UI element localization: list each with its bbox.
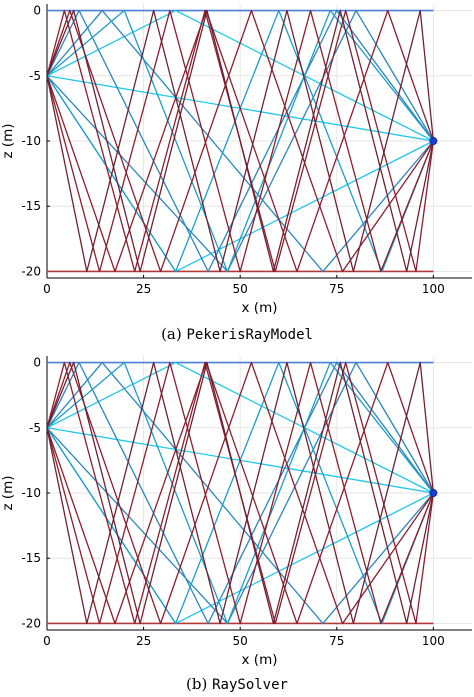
receiver-marker [429,137,438,145]
x-tick-label: 100 [422,282,445,296]
x-tick-label: 50 [233,634,248,648]
ray-path-10 [47,9,434,273]
ray-path-5 [47,9,434,273]
ray-path-10 [47,361,434,625]
rays-group [47,9,435,273]
ray-path-8 [47,361,434,625]
y-tick-label: -5 [29,421,41,435]
ray-path-13 [47,9,435,273]
y-axis-label: z (m) [0,475,16,510]
caption-a-tag: (a) [161,325,182,343]
x-tick-label: 25 [136,634,151,648]
rays-group [47,361,435,625]
x-tick-label: 75 [329,634,344,648]
y-tick-label: -10 [21,486,41,500]
ray-path-14 [47,361,435,625]
ray-path-9 [47,361,434,625]
y-tick-label: -15 [21,551,41,565]
caption-a-name: PekerisRayModel [186,327,313,343]
panel-a: 0 25 50 75 100 0 -5 -10 -15 -20 x (m) z (m) (a) Pek… [0,4,474,343]
ray-path-7 [47,361,434,625]
ray-path-12 [47,361,434,625]
ray-path-12 [47,9,434,273]
y-axis-label: z (m) [0,123,16,158]
x-tick-label: 75 [329,282,344,296]
panel-b: 0 25 50 75 100 0 -5 -10 -15 -20 x (m) z (m) (b) Ray… [0,353,474,697]
ray-path-5 [47,361,434,625]
ray-path-13 [47,361,435,625]
ray-path-6 [47,9,434,273]
x-tick-label: 100 [422,634,445,648]
ray-path-14 [47,9,435,273]
y-tick-label: -10 [21,134,41,148]
y-tick-label: 0 [33,356,41,370]
caption-a: (a) PekerisRayModel [0,325,474,343]
caption-b-tag: (b) [186,675,208,693]
x-axis-label: x (m) [242,652,278,668]
ray-path-4 [47,9,434,273]
y-tick-label: -20 [21,264,41,278]
x-tick-label: 50 [233,282,248,296]
receiver-marker [429,489,438,497]
ray-path-6 [47,361,434,625]
x-tick-label: 0 [43,282,51,296]
ray-plot-a: 0 25 50 75 100 0 -5 -10 -15 -20 x (m) z (m) [0,4,472,316]
y-tick-label: -15 [21,199,41,213]
y-tick-label: -5 [29,69,41,83]
ray-path-8 [47,9,434,273]
x-axis-label: x (m) [242,300,278,316]
y-tick-label: 0 [33,4,41,18]
caption-b: (b) RaySolver [0,675,474,693]
ray-path-4 [47,361,434,625]
ray-path-2 [47,361,434,494]
y-tick-label: -20 [21,616,41,630]
ray-plot-b: 0 25 50 75 100 0 -5 -10 -15 -20 x (m) z (m) [0,356,472,668]
ray-path-2 [47,9,434,142]
x-tick-label: 25 [136,282,151,296]
ray-path-9 [47,9,434,273]
ray-path-7 [47,9,434,273]
x-tick-label: 0 [43,634,51,648]
caption-b-name: RaySolver [212,677,288,693]
